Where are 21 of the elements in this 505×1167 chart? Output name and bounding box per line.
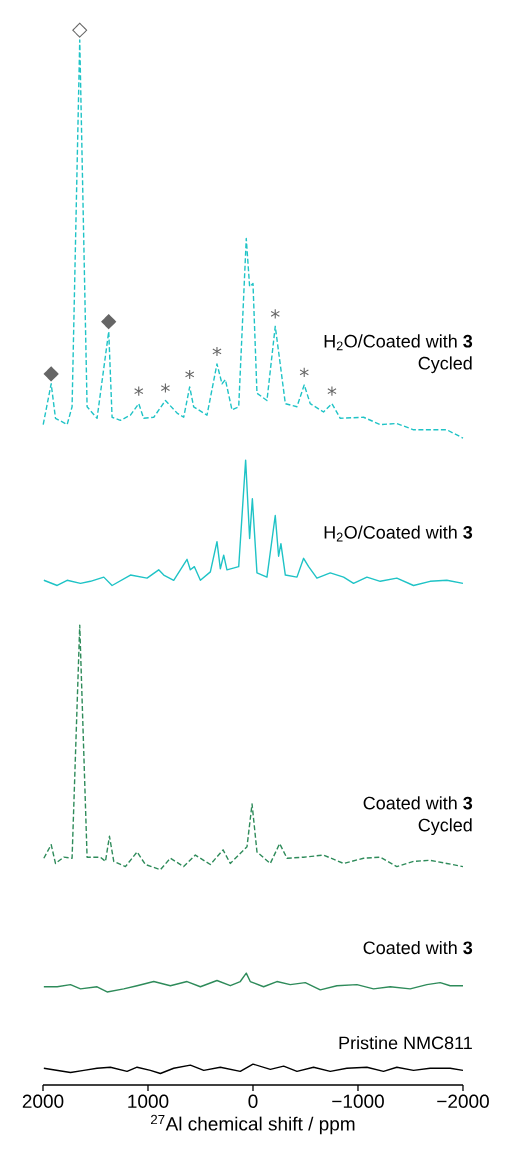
- annotation: *: [270, 309, 280, 319]
- annotation: ◇: [72, 22, 88, 38]
- x-tick-label: 1000: [128, 1094, 169, 1108]
- series-label: Coated with 3 Cycled: [363, 796, 473, 836]
- annotation: ◆: [43, 366, 59, 382]
- series-label: Pristine NMC811: [339, 1036, 472, 1050]
- annotation: *: [299, 367, 309, 377]
- series-label: H$_{2}$O/Coated with 3: [324, 525, 473, 542]
- x-tick-label: −1000: [332, 1094, 384, 1108]
- annotation: *: [161, 383, 170, 393]
- x-axis-title: $^{27}$Al chemical shift / ppm: [150, 1114, 355, 1135]
- series-label: Coated with 3: [363, 940, 473, 955]
- annotation: *: [327, 386, 337, 396]
- annotation: *: [212, 346, 222, 357]
- series-label: H$_{2}$O/Coated with 3 Cycled: [324, 334, 473, 374]
- annotation: *: [134, 386, 144, 396]
- annotation: *: [185, 369, 195, 380]
- x-tick-label: −2000: [437, 1094, 489, 1108]
- x-tick-label: 2000: [22, 1094, 64, 1108]
- x-tick-label: 0: [248, 1094, 258, 1108]
- annotation: ◆: [101, 314, 117, 330]
